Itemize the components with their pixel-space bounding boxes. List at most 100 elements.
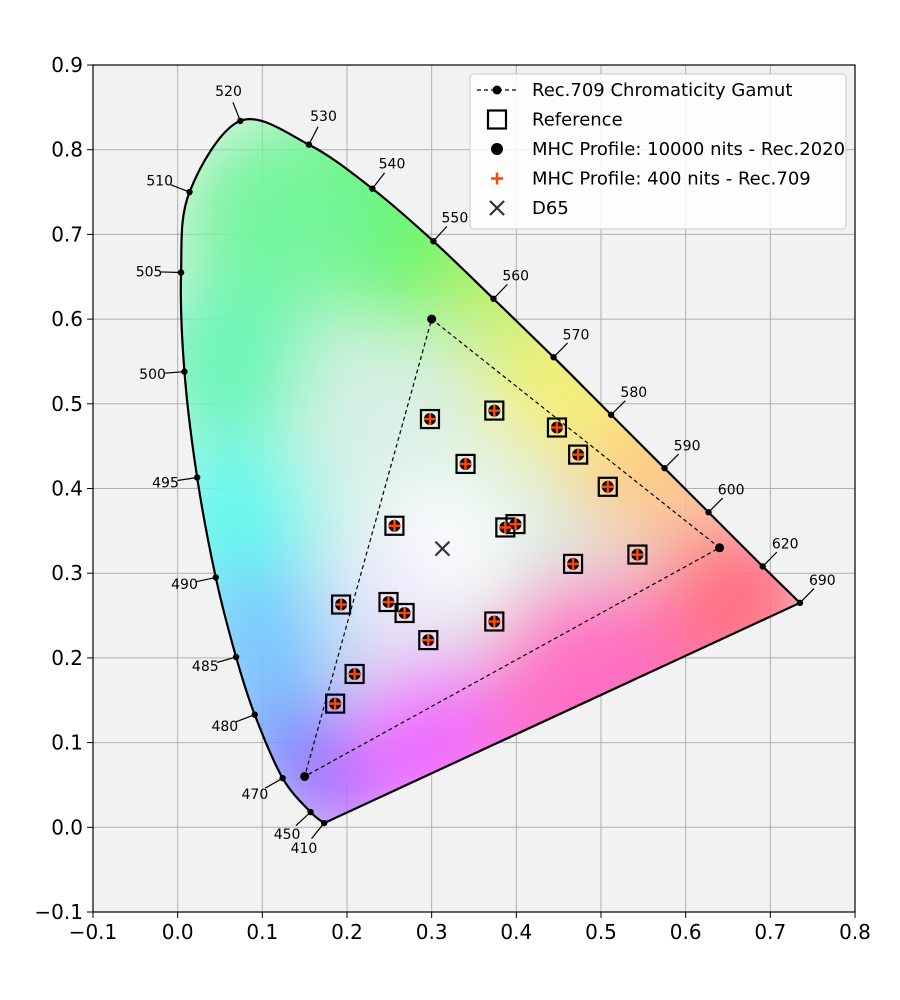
wavelength-tick (311, 822, 325, 839)
x-tick-label: 0.2 (331, 920, 363, 944)
sdr-profile-marker (499, 521, 512, 534)
wavelength-tick (371, 172, 386, 190)
wavelength-dot (237, 117, 244, 125)
sdr-profile-marker (329, 697, 342, 710)
data-points (325, 400, 648, 714)
legend-label: MHC Profile: 10000 nits - Rec.2020 (532, 139, 845, 160)
legend-label: D65 (532, 198, 569, 219)
wavelength-dot (430, 237, 437, 245)
sdr-profile-marker (601, 480, 614, 493)
legend-label: Reference (532, 110, 623, 131)
wavelength-label: 480 (211, 719, 238, 735)
wavelength-dot (759, 563, 766, 570)
reference-marker (419, 408, 441, 430)
x-tick-label: 0.1 (246, 920, 278, 944)
reference-marker (484, 400, 505, 421)
y-tick-label: 0.0 (51, 815, 83, 839)
rec709-gamut (300, 314, 725, 781)
wavelength-dot (232, 653, 240, 661)
gamut-triangle (303, 318, 721, 778)
x-tick-label: 0.8 (839, 920, 871, 944)
reference-marker (455, 453, 476, 475)
spectral-locus-outline (179, 118, 802, 825)
legend-box (469, 73, 847, 230)
wavelength-label: 470 (242, 787, 269, 803)
wavelength-tick (799, 588, 815, 604)
x-tick-label: 0.5 (585, 920, 617, 944)
wavelength-label: 520 (215, 84, 242, 100)
x-tick-label: 0.7 (754, 920, 786, 944)
wavelength-tick (232, 102, 241, 122)
legend-label: MHC Profile: 400 nits - Rec.709 (532, 169, 811, 190)
wavelength-dot (607, 411, 615, 419)
wavelength-label: 600 (718, 483, 745, 499)
y-tick-label: −0.1 (34, 900, 83, 924)
gamut-vertex (300, 771, 310, 781)
wavelength-tick (235, 714, 255, 723)
wavelength-label: 560 (502, 269, 529, 285)
reference-marker (484, 611, 505, 632)
wavelength-dot (490, 295, 497, 302)
reference-marker-legend (486, 109, 508, 130)
wavelength-dot (796, 599, 804, 607)
sdr-profile-marker (348, 667, 361, 680)
wavelength-label: 505 (136, 265, 163, 281)
legend-label: Rec.709 Chromaticity Gamut (532, 80, 792, 101)
d65-marker-legend (489, 200, 505, 216)
sdr-profile-marker-legend (491, 172, 503, 185)
sdr-profile-marker (572, 448, 585, 461)
wavelength-dot (186, 188, 193, 196)
y-tick-label: 0.7 (51, 222, 83, 246)
x-tick-label: 0.6 (670, 920, 702, 944)
wavelength-label: 410 (291, 841, 318, 857)
reference-marker (378, 591, 399, 613)
wavelength-label: 550 (442, 211, 469, 227)
x-tick-label: 0.3 (416, 920, 448, 944)
wavelength-label: 590 (674, 439, 701, 455)
x-tick-label: 0.4 (500, 920, 532, 944)
sdr-profile-marker (423, 413, 436, 426)
wavelength-dot (251, 711, 258, 718)
sdr-profile-marker (459, 457, 472, 470)
wavelength-tick (308, 126, 319, 145)
y-tick-label: 0.5 (51, 392, 83, 416)
sdr-profile-marker (488, 615, 501, 628)
reference-marker (394, 602, 415, 624)
wavelength-dot (661, 464, 668, 472)
wavelength-dot (279, 774, 286, 782)
wavelength-dot (369, 185, 376, 192)
wavelength-label: 510 (146, 173, 173, 189)
y-tick-label: 0.6 (51, 307, 83, 331)
legend: Rec.709 Chromaticity Gamut Reference MHC P… (469, 73, 847, 230)
wavelength-dot (177, 269, 185, 276)
y-tick-label: 0.8 (51, 138, 83, 162)
sdr-profile-marker (550, 421, 563, 434)
reference-marker (562, 553, 584, 574)
wavelength-label: 490 (171, 577, 198, 593)
wavelength-tick (216, 656, 237, 664)
wavelength-tick (161, 271, 182, 274)
color-blob (338, 539, 441, 641)
d65-marker (434, 540, 451, 557)
reference-marker (418, 630, 439, 651)
gamut-vertex (715, 543, 725, 553)
wavelength-dot (193, 474, 201, 481)
reference-marker (546, 417, 568, 438)
wavelength-tick (164, 371, 185, 374)
reference-marker (330, 594, 352, 615)
wavelength-label: 485 (192, 659, 219, 675)
wavelength-label: 540 (379, 156, 406, 172)
x-tick-label: −0.1 (69, 920, 118, 944)
y-tick-label: 0.4 (51, 477, 83, 501)
wavelength-label: 500 (139, 367, 166, 383)
wavelength-tick (762, 551, 778, 567)
sdr-profile-marker (567, 557, 580, 570)
wavelength-label: 580 (620, 385, 647, 401)
wavelength-dot (705, 509, 712, 516)
wavelength-tick (265, 777, 283, 789)
wavelength-dot (307, 808, 314, 816)
wavelength-dot (305, 141, 313, 148)
wavelength-label: 620 (772, 537, 799, 553)
color-blob (180, 119, 381, 320)
